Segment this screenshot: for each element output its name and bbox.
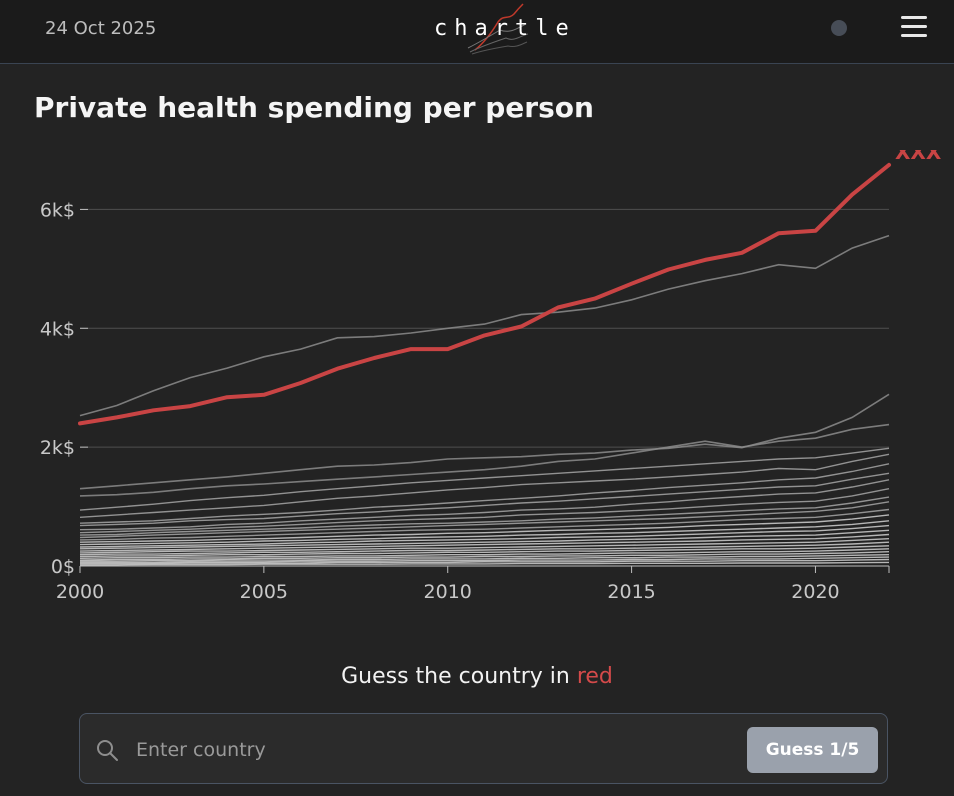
y-tick-label: 2k$ (40, 437, 75, 459)
series-line (79, 234, 890, 417)
guess-button[interactable]: Guess 1/5 (747, 727, 878, 773)
hamburger-menu-icon[interactable] (901, 15, 927, 39)
highlighted-series-line (78, 162, 891, 426)
series-line (79, 524, 890, 548)
series-line (79, 538, 890, 554)
x-tick-label: 2015 (607, 581, 655, 603)
search-icon (97, 740, 118, 761)
highlighted-series-label: XXX (895, 150, 942, 164)
series-line (79, 520, 890, 546)
series-line (79, 533, 890, 552)
series-line (79, 488, 890, 534)
x-tick-label: 2020 (791, 581, 839, 603)
country-input[interactable] (134, 732, 738, 768)
series-line (79, 423, 890, 497)
series-line (79, 508, 890, 541)
chart-title: Private health spending per person (34, 91, 594, 124)
x-tick-label: 2000 (56, 581, 104, 603)
series-line (80, 554, 890, 562)
series-line (79, 514, 890, 543)
y-tick-label: 0$ (51, 556, 75, 578)
series-line (79, 463, 890, 524)
x-tick-label: 2010 (424, 581, 472, 603)
y-tick-label: 4k$ (40, 318, 75, 340)
series-line (79, 453, 890, 518)
date-label: 24 Oct 2025 (45, 18, 157, 39)
logo-sketch-icon (467, 3, 529, 55)
guess-form: Guess 1/5 (79, 713, 888, 784)
series-line (79, 472, 890, 527)
line-chart: 0$ 2k$ 4k$ 6k$ 2000 2005 2010 2015 2020 XXX (40, 150, 942, 603)
series-line (79, 447, 890, 511)
logo-text: chartle (434, 16, 576, 41)
series-line (79, 501, 890, 539)
series-line (80, 561, 890, 566)
series-line (79, 479, 890, 531)
series-line (79, 541, 890, 556)
series-line (80, 558, 890, 565)
series-line (79, 548, 890, 559)
series-line (79, 529, 890, 550)
series-line (80, 556, 890, 564)
theme-toggle-dot[interactable] (831, 20, 847, 36)
y-tick-label: 6k$ (40, 199, 75, 221)
series-line (79, 551, 890, 561)
top-bar: 24 Oct 2025 chartle (0, 0, 954, 64)
chartle-logo[interactable]: chartle (430, 2, 570, 56)
series-line (79, 496, 890, 536)
series-line (79, 393, 890, 490)
series-line (79, 545, 890, 558)
prompt-text: Guess the country in (341, 664, 570, 689)
guess-prompt: Guess the country in red (0, 664, 954, 689)
x-tick-label: 2005 (240, 581, 288, 603)
prompt-highlight-word: red (576, 664, 613, 689)
